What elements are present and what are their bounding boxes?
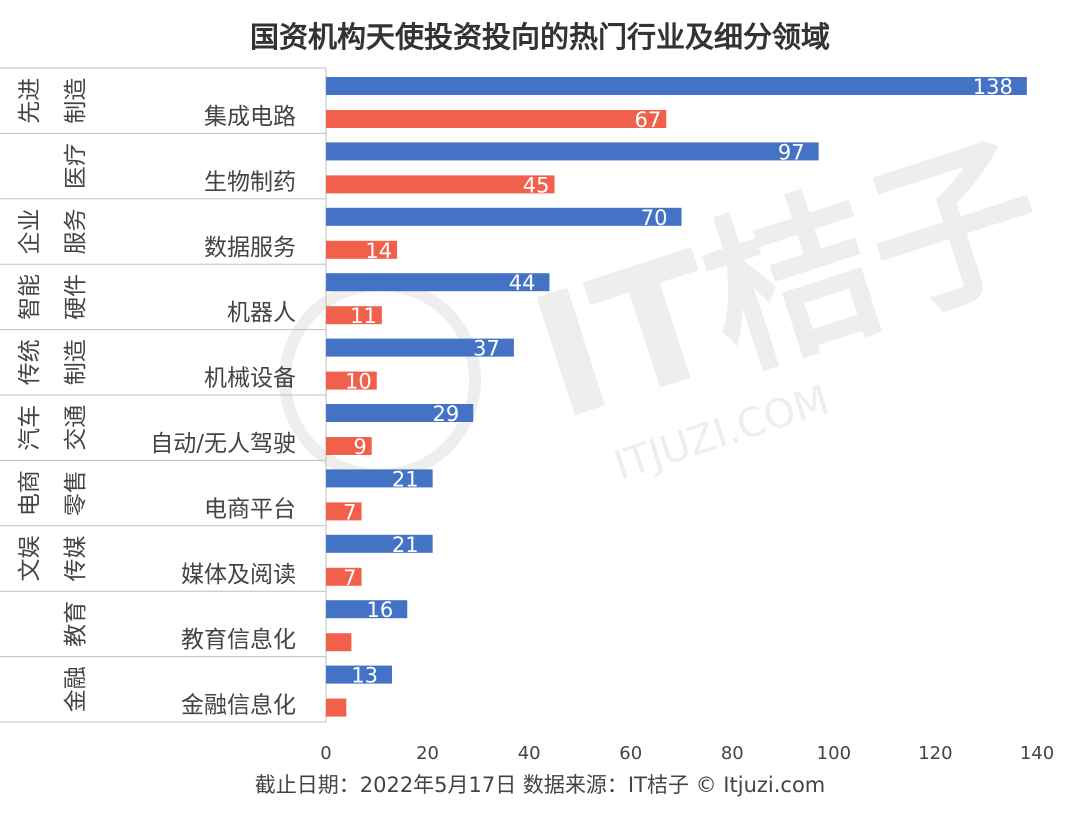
x-tick-label: 80: [721, 743, 744, 764]
data-label-industry: 70: [641, 206, 668, 230]
bar-industry: [326, 404, 474, 422]
bar-industry: [326, 534, 433, 553]
group-label-col1: 智能: [17, 274, 43, 320]
group-label-col2: 金融: [63, 666, 89, 712]
bar-industry: [326, 665, 393, 684]
segment-label: 自动/无人驾驶: [150, 431, 296, 457]
data-label-industry: 21: [392, 533, 419, 557]
segment-label: 机器人: [227, 300, 296, 326]
data-label-segment: 7: [343, 566, 356, 590]
bar-segment: [326, 306, 382, 325]
x-tick-label: 120: [918, 743, 952, 764]
group-label-col1: 企业: [17, 209, 43, 255]
group-label-col2: 制造: [63, 78, 89, 124]
data-label-segment: 11: [350, 304, 377, 328]
segment-label: 电商平台: [204, 496, 296, 522]
bar-industry: [326, 77, 1027, 95]
group-label-col1: 电商: [17, 470, 43, 516]
bar-industry: [326, 600, 408, 619]
group-label-col2: 教育: [63, 601, 89, 647]
bar-segment: [326, 567, 362, 586]
bar-segment: [326, 502, 362, 521]
x-tick-label: 100: [817, 743, 851, 764]
group-label-col1: 文娱: [17, 536, 43, 582]
segment-label: 生物制药: [204, 169, 296, 195]
data-label-industry: 138: [973, 75, 1013, 99]
group-label-col2: 传媒: [63, 536, 89, 582]
x-tick-label: 20: [416, 743, 439, 764]
segment-label: 金融信息化: [181, 693, 296, 719]
group-label-col2: 医疗: [63, 143, 89, 189]
group-label-col2: 硬件: [63, 274, 89, 320]
data-label-segment: 7: [343, 500, 356, 524]
bar-segment: [326, 110, 667, 128]
data-label-industry: 21: [392, 467, 419, 491]
segment-label: 教育信息化: [181, 627, 296, 653]
bar-segment: [326, 371, 377, 390]
group-label-col2: 制造: [63, 339, 89, 385]
data-label-segment: 14: [365, 239, 392, 263]
bar-industry: [326, 142, 819, 161]
data-label-segment: 9: [353, 435, 366, 459]
segment-label: 数据服务: [204, 235, 296, 261]
group-label-col1: 传统: [17, 339, 43, 385]
group-label-col1: 先进: [17, 78, 43, 124]
chart-title: 国资机构天使投资投向的热门行业及细分领域: [250, 20, 830, 54]
bar-industry: [326, 207, 682, 226]
segment-label: 媒体及阅读: [181, 562, 296, 588]
footer-source: 截止日期：2022年5月17日 数据来源：IT桔子 © Itjuzi.com: [255, 773, 826, 797]
bar-segment: [326, 633, 352, 652]
data-label-industry: 97: [778, 140, 805, 164]
group-label-col2: 交通: [63, 405, 89, 451]
bar-industry: [326, 469, 433, 488]
bar-segment: [326, 240, 398, 259]
bar-segment: [326, 437, 372, 455]
segment-label: 集成电路: [204, 104, 296, 130]
x-tick-label: 40: [518, 743, 541, 764]
bar-segment: [326, 175, 555, 194]
x-tick-label: 0: [320, 743, 331, 764]
data-label-industry: 13: [351, 664, 378, 688]
x-tick-label: 60: [619, 743, 642, 764]
data-label-segment: 45: [523, 173, 550, 197]
group-label-col2: 服务: [63, 209, 89, 255]
data-label-industry: 29: [433, 402, 460, 426]
group-label-col2: 零售: [63, 470, 89, 516]
bar-industry: [326, 273, 550, 292]
data-label-industry: 37: [473, 337, 500, 361]
segment-label: 机械设备: [204, 366, 296, 392]
data-label-segment: 10: [345, 370, 372, 394]
data-label-segment: 67: [635, 108, 662, 132]
x-tick-label: 140: [1020, 743, 1054, 764]
bar-industry: [326, 338, 514, 357]
group-label-col1: 汽车: [17, 405, 43, 451]
bar-segment: [326, 698, 347, 717]
data-label-industry: 16: [367, 598, 394, 622]
data-label-industry: 44: [509, 271, 536, 295]
